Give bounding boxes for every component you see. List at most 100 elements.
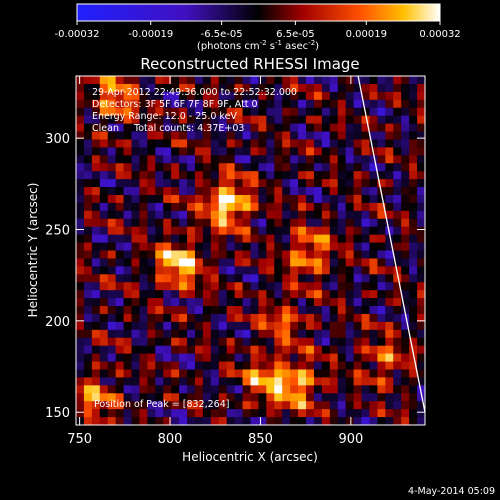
heatmap-cell (353, 115, 363, 125)
x-axis-label: Heliocentric X (arcsec) (182, 450, 318, 464)
heatmap-cell (329, 250, 339, 260)
heatmap-cell (91, 353, 101, 363)
heatmap-cell (187, 115, 196, 125)
heatmap-cell (163, 91, 172, 101)
heatmap-cell (115, 417, 125, 425)
heatmap-cell (194, 329, 204, 339)
heatmap-cell (147, 290, 156, 299)
heatmap-cell (226, 377, 236, 386)
heatmap-cell (218, 361, 228, 371)
heatmap-cell (139, 226, 148, 236)
heatmap-cell (179, 99, 188, 109)
heatmap-cell (123, 99, 133, 109)
heatmap-cell (155, 202, 164, 212)
heatmap-cell (337, 163, 347, 172)
heatmap-cell (250, 83, 260, 93)
heatmap-cell (115, 171, 125, 180)
heatmap-cell (329, 234, 339, 244)
heatmap-cell (298, 218, 307, 228)
heatmap-cell (242, 369, 252, 379)
heatmap-cell (306, 131, 315, 141)
heatmap-cell (290, 76, 299, 85)
heatmap-cell (298, 83, 307, 93)
heatmap-cell (337, 187, 347, 196)
heatmap-cell (210, 369, 220, 379)
heatmap-cell (298, 131, 307, 141)
heatmap-cell (202, 123, 212, 133)
heatmap-cell (210, 345, 220, 355)
heatmap-cell (353, 337, 363, 347)
heatmap-cell (393, 210, 402, 220)
heatmap-cell (409, 83, 418, 93)
heatmap-cell (218, 131, 228, 141)
heatmap-cell (163, 83, 172, 93)
heatmap-cell (306, 417, 315, 425)
y-tick-label: 250 (45, 223, 70, 238)
heatmap-cell (131, 282, 141, 291)
heatmap-cell (274, 353, 283, 363)
heatmap-cell (385, 393, 394, 402)
heatmap-cell (353, 417, 363, 425)
heatmap-cell (401, 194, 410, 204)
heatmap-cell (147, 313, 156, 323)
heatmap-cell (171, 409, 180, 418)
heatmap-cell (290, 234, 299, 244)
heatmap-cell (242, 115, 252, 125)
heatmap-cell (76, 171, 85, 180)
heatmap-cell (345, 337, 355, 347)
heatmap-cell (290, 171, 299, 180)
heatmap-cell (337, 258, 347, 267)
heatmap-cell (91, 282, 101, 291)
heatmap-cell (91, 83, 101, 93)
heatmap-cell (187, 107, 196, 117)
heatmap-cell (369, 250, 379, 260)
heatmap-cell (99, 226, 109, 236)
heatmap-cell (99, 266, 109, 275)
heatmap-cell (274, 187, 283, 196)
heatmap-cell (290, 298, 299, 307)
heatmap-cell (226, 194, 236, 204)
heatmap-cell (298, 353, 307, 363)
heatmap-cell (401, 187, 410, 196)
heatmap-cell (242, 163, 252, 172)
heatmap-cell (274, 83, 283, 93)
heatmap-cell (147, 218, 156, 228)
heatmap-cell (202, 187, 212, 196)
heatmap-cell (274, 306, 283, 315)
heatmap-cell (76, 83, 85, 93)
heatmap-cell (337, 329, 347, 339)
heatmap-cell (409, 139, 418, 148)
heatmap-cell (385, 91, 394, 101)
heatmap-cell (361, 147, 371, 156)
heatmap-cell (321, 345, 331, 355)
heatmap-cell (306, 298, 315, 307)
heatmap-cell (83, 337, 93, 347)
heatmap-cell (234, 329, 244, 339)
heatmap-cell (258, 353, 267, 363)
heatmap-cell (187, 409, 196, 418)
heatmap-cell (385, 369, 394, 379)
heatmap-cell (329, 385, 339, 394)
heatmap-cell (313, 369, 323, 379)
heatmap-cell (361, 266, 371, 275)
heatmap-cell (409, 123, 418, 133)
heatmap-cell (353, 282, 363, 291)
heatmap-cell (234, 99, 244, 109)
heatmap-cell (210, 171, 220, 180)
heatmap-cell (218, 91, 228, 101)
heatmap-cell (218, 171, 228, 180)
heatmap-cell (202, 179, 212, 188)
heatmap-cell (171, 83, 180, 93)
heatmap-cell (250, 385, 260, 394)
heatmap-cell (361, 91, 371, 101)
heatmap-cell (83, 306, 93, 315)
heatmap-cell (401, 83, 410, 93)
heatmap-cell (361, 131, 371, 141)
heatmap-cell (83, 353, 93, 363)
heatmap-cell (147, 131, 156, 141)
heatmap-cell (242, 76, 252, 85)
heatmap-cell (361, 139, 371, 148)
heatmap-cell (139, 393, 148, 402)
heatmap-cell (139, 274, 148, 283)
heatmap-cell (83, 321, 93, 331)
